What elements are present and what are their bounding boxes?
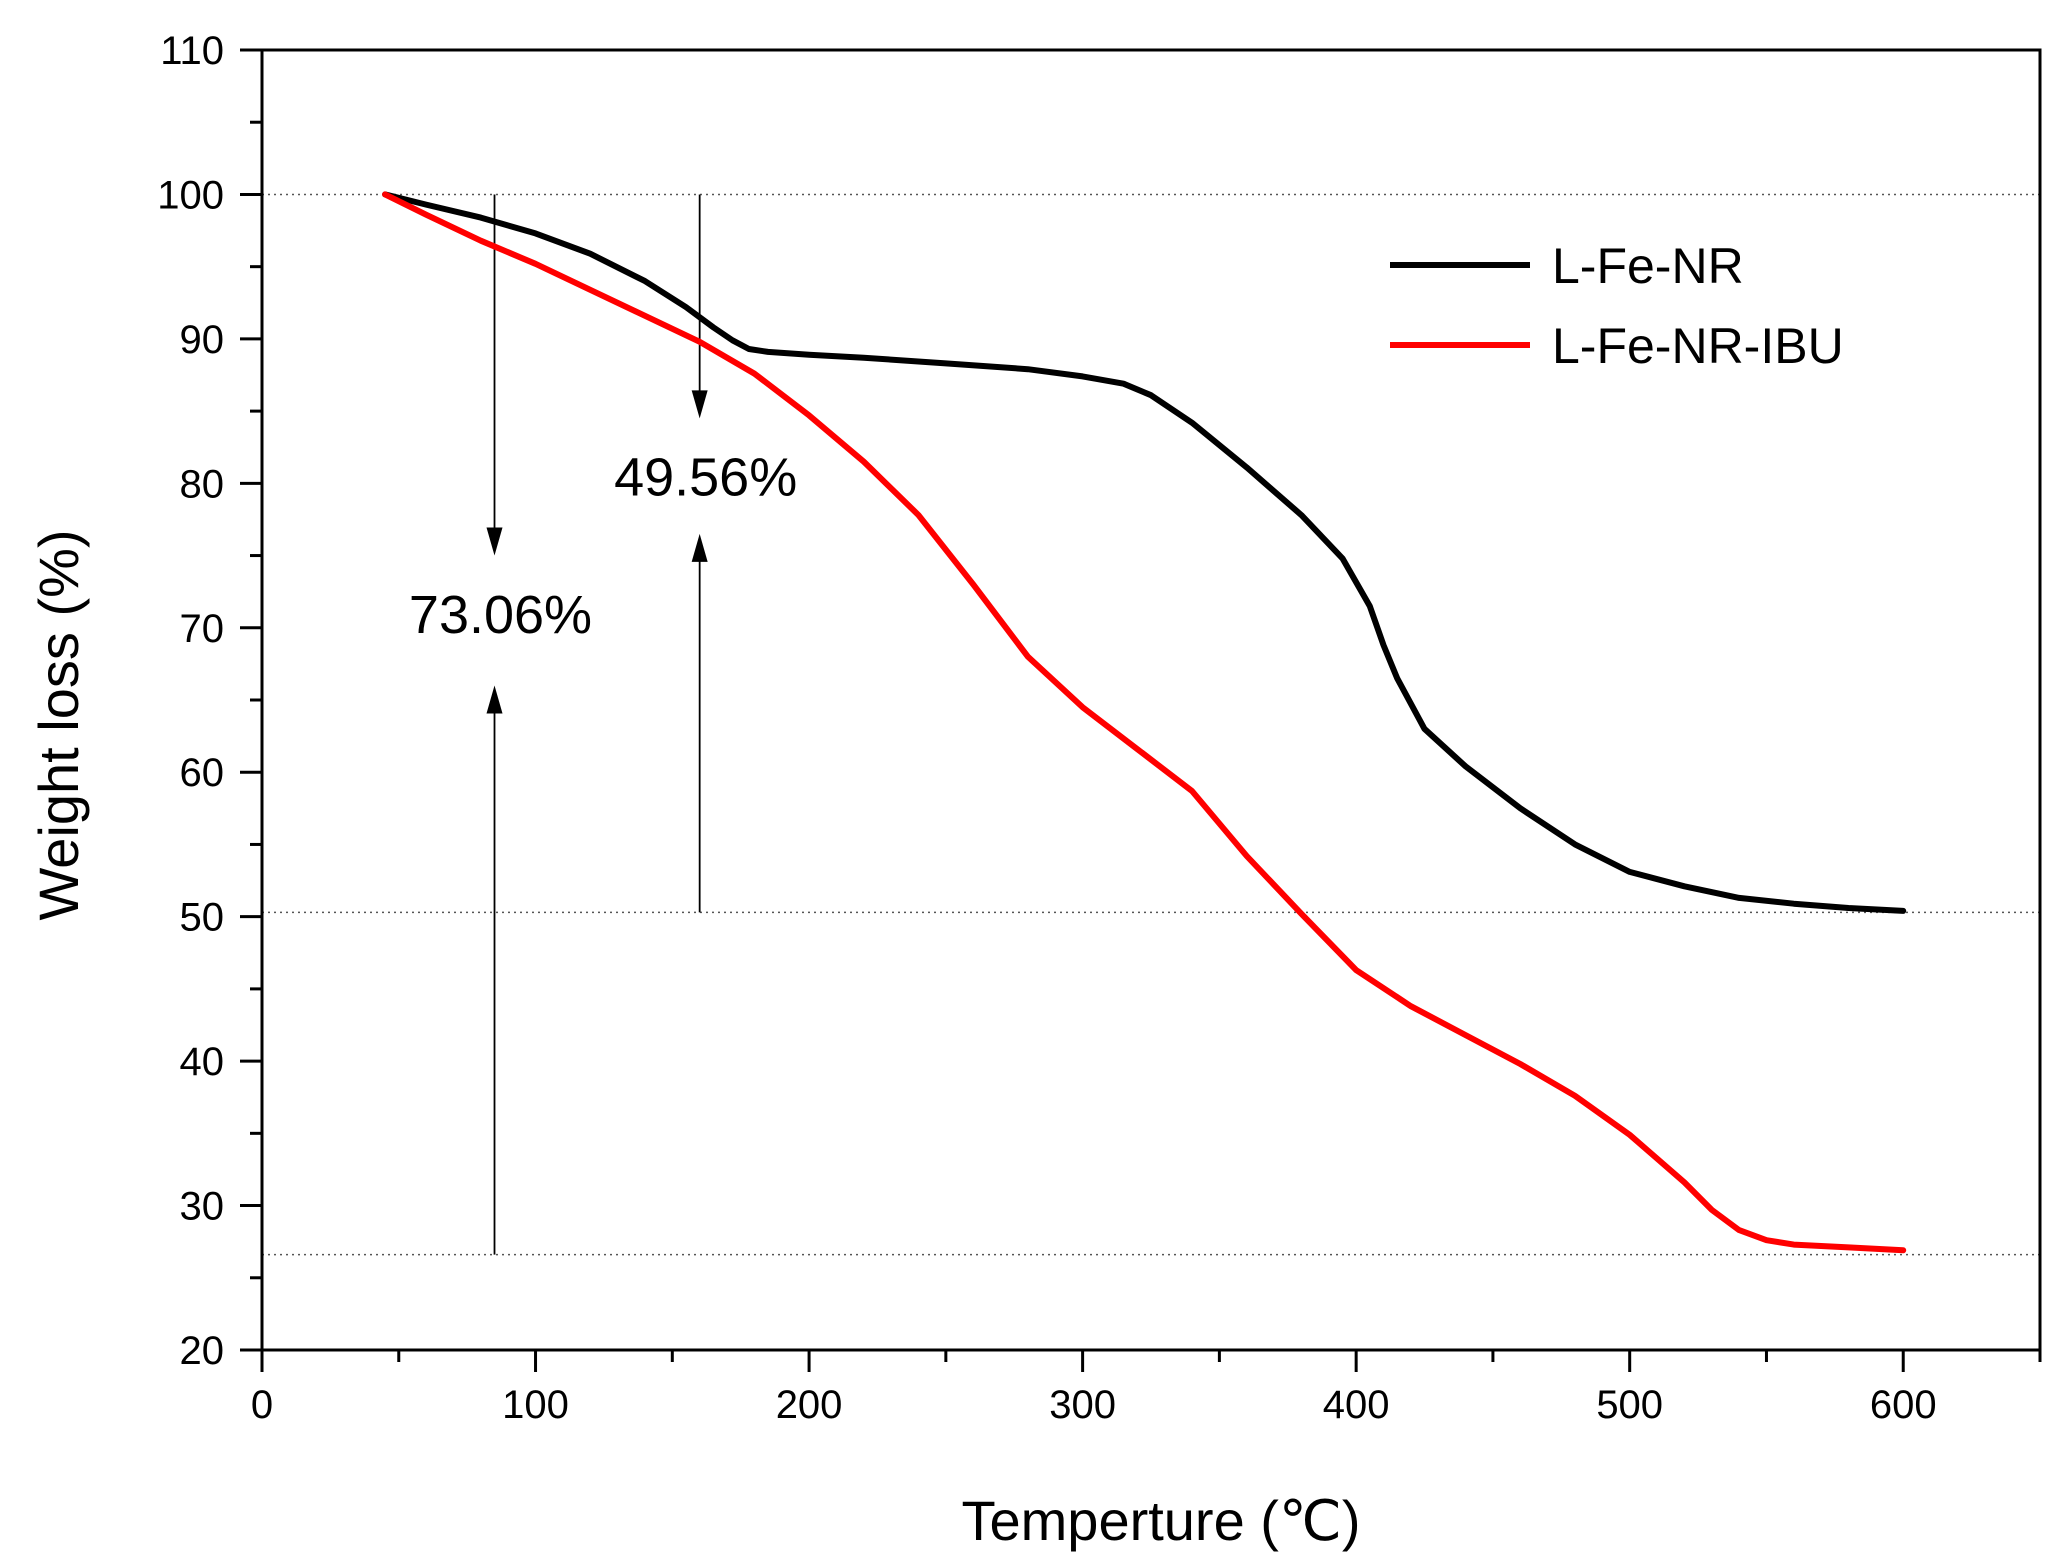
annotations: 73.06% 49.56% bbox=[409, 194, 797, 1255]
annotation-arrow-up bbox=[486, 685, 503, 714]
legend-label: L-Fe-NR bbox=[1552, 238, 1744, 294]
legend: L-Fe-NR L-Fe-NR-IBU bbox=[1390, 238, 1844, 374]
annotation-arrow-up bbox=[691, 533, 708, 562]
x-tick-label: 400 bbox=[1323, 1383, 1390, 1427]
annotation-label: 49.56% bbox=[614, 448, 797, 508]
y-axis-title: Weight loss (%) bbox=[27, 529, 90, 920]
x-tick-label: 200 bbox=[776, 1383, 843, 1427]
annotation-label: 73.06% bbox=[409, 585, 592, 645]
reference-lines bbox=[262, 193, 2040, 1256]
y-tick-label: 60 bbox=[180, 751, 225, 795]
y-tick-label: 20 bbox=[180, 1329, 225, 1373]
y-tick-label: 110 bbox=[160, 29, 224, 73]
series-line-l-fe-nr bbox=[382, 191, 1907, 914]
y-tick-label: 90 bbox=[180, 318, 225, 362]
x-tick-label: 600 bbox=[1870, 1383, 1937, 1427]
legend-label: L-Fe-NR-IBU bbox=[1552, 318, 1844, 374]
x-tick-label: 100 bbox=[502, 1383, 569, 1427]
series-line-l-fe-nr-ibu bbox=[382, 191, 1907, 1254]
annotation-arrow-down bbox=[691, 390, 708, 419]
axis-ticks bbox=[240, 48, 2042, 1372]
y-tick-label: 50 bbox=[180, 896, 225, 940]
x-tick-label: 0 bbox=[251, 1383, 273, 1427]
y-tick-label: 40 bbox=[180, 1040, 225, 1084]
y-tick-label: 70 bbox=[180, 607, 225, 651]
x-tick-label: 300 bbox=[1049, 1383, 1116, 1427]
tick-labels: 0 100 200 300 400 500 600 20 30 40 50 60 70 80 90 100 11… bbox=[157, 29, 1936, 1427]
x-axis-title: Temperture (℃) bbox=[962, 1489, 1361, 1552]
plot-frame bbox=[260, 48, 2042, 1352]
y-tick-label: 80 bbox=[180, 462, 225, 506]
annotation-arrow-down bbox=[486, 527, 503, 556]
y-tick-label: 100 bbox=[157, 173, 224, 217]
x-tick-label: 500 bbox=[1596, 1383, 1663, 1427]
y-tick-label: 30 bbox=[180, 1185, 225, 1229]
data-series bbox=[382, 191, 1907, 1254]
